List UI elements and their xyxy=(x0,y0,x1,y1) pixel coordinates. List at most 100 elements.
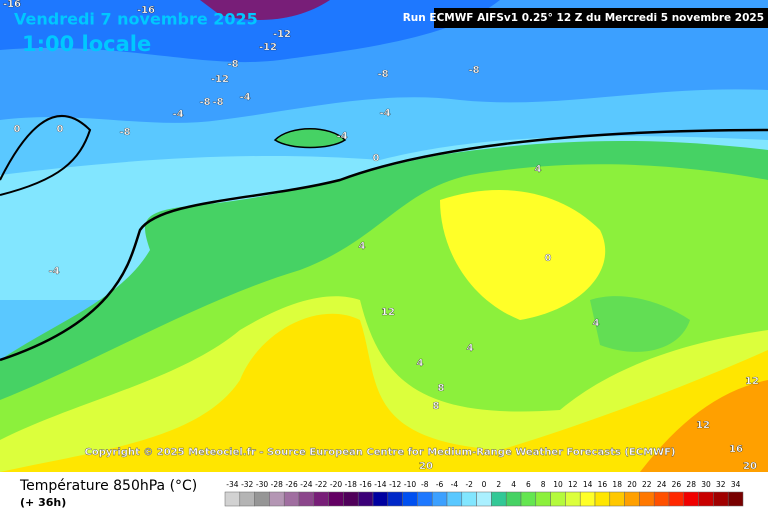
legend-tick-label: 32 xyxy=(716,480,726,489)
legend-tick-label: -32 xyxy=(241,480,253,489)
legend-tick-label: 6 xyxy=(526,480,531,489)
legend-swatch xyxy=(668,491,685,507)
legend-swatch xyxy=(402,491,418,507)
legend-tick-label: -24 xyxy=(300,480,312,489)
legend-swatch xyxy=(431,491,448,507)
legend-tick-label: -18 xyxy=(345,480,357,489)
run-box xyxy=(434,8,768,28)
copyright: Copyright © 2025 Meteociel.fr - Source E… xyxy=(85,447,676,458)
legend-swatch xyxy=(727,491,744,507)
contour-label: 4 xyxy=(593,318,600,329)
iceland xyxy=(273,128,347,149)
contour-label: -4 xyxy=(172,109,183,120)
contour-label: 0 xyxy=(14,124,21,135)
legend-swatch xyxy=(476,491,492,507)
contour-label: 8 xyxy=(438,383,445,394)
contour-label: 4 xyxy=(417,358,424,369)
legend-swatch xyxy=(609,491,625,507)
map xyxy=(0,0,768,472)
legend-swatch xyxy=(505,491,522,507)
contour-label: 12 xyxy=(745,376,759,387)
legend-tick-label: 28 xyxy=(686,480,696,489)
legend-tick-label: -26 xyxy=(285,480,297,489)
legend-swatch xyxy=(491,491,507,507)
legend-swatch xyxy=(283,491,300,507)
legend-tick-label: -16 xyxy=(359,480,371,489)
contour-label: -4 xyxy=(336,131,347,142)
zero-contour xyxy=(0,114,92,196)
legend-tick-label: -22 xyxy=(315,480,327,489)
colder-region xyxy=(0,0,500,63)
legend-tick-label: -14 xyxy=(374,480,386,489)
legend-tick-label: 24 xyxy=(657,480,667,489)
warm-core xyxy=(440,190,606,320)
contour-label: -8 xyxy=(377,69,388,80)
legend-swatch xyxy=(313,491,329,507)
legend-swatch xyxy=(343,491,359,507)
contour-label: -12 xyxy=(259,42,277,53)
legend-swatch xyxy=(579,491,596,507)
legend-tick-label: 2 xyxy=(496,480,501,489)
legend-swatch xyxy=(639,491,655,507)
contour-label: 20 xyxy=(419,461,433,472)
legend-swatch xyxy=(698,491,714,507)
legend-swatch xyxy=(683,491,699,507)
contour-label: 0 xyxy=(373,153,380,164)
legend-swatch xyxy=(624,491,640,507)
legend-tick-label: 30 xyxy=(701,480,711,489)
legend-tick-label: 14 xyxy=(583,480,593,489)
legend-tick-label: -8 xyxy=(421,480,429,489)
contour-label: 4 xyxy=(359,241,366,252)
contour-label: 0 xyxy=(545,253,552,264)
contour-label: -16 xyxy=(3,0,21,10)
legend-swatch xyxy=(653,491,670,507)
legend-swatch xyxy=(239,491,255,507)
contour-label: 8 xyxy=(433,401,440,412)
legend-swatch xyxy=(269,491,285,507)
legend-tick-label: -28 xyxy=(271,480,283,489)
legend-tick-label: 4 xyxy=(511,480,516,489)
legend-swatch xyxy=(298,491,315,507)
contour-label: -12 xyxy=(273,29,291,40)
contour-label: -8 xyxy=(468,65,479,76)
contour-label: 20 xyxy=(743,461,757,472)
legend-swatch xyxy=(357,491,374,507)
legend-tick-label: 20 xyxy=(627,480,637,489)
contour-labels: -16-16-12-12-8-12 -8-4-8-8-4-80 0-8-4-40-4… xyxy=(3,0,759,472)
legend-swatch xyxy=(224,491,241,507)
legend-tick-label: -6 xyxy=(436,480,444,489)
contour-label: -16 xyxy=(137,5,155,16)
contour-label: -4 xyxy=(239,92,250,103)
legend-swatch xyxy=(713,491,729,507)
run-info: Run ECMWF AIFSv1 0.25° 12 Z du Mercredi … xyxy=(403,12,764,24)
contour-label: -8 xyxy=(119,127,130,138)
coldest-region xyxy=(200,0,330,20)
contour-label: 4 xyxy=(535,164,542,175)
zero-contour xyxy=(0,128,768,362)
legend-swatch xyxy=(550,491,566,507)
legend-swatch xyxy=(461,491,477,507)
legend-swatch xyxy=(328,491,344,507)
legend-tick-label: -12 xyxy=(389,480,401,489)
legend-swatch xyxy=(387,491,403,507)
legend-tick-label: 26 xyxy=(672,480,682,489)
legend-swatch xyxy=(254,491,270,507)
contour-label: 12 xyxy=(696,420,710,431)
legend-tick-label: -20 xyxy=(330,480,342,489)
legend-swatch xyxy=(446,491,463,507)
contour-label: 4 xyxy=(467,343,474,354)
colorbar: -34 -32 -30 -28 -26 -24 -22 -20 -18 -16 -14 -12 -10-… xyxy=(224,480,744,507)
legend-swatch xyxy=(520,491,537,507)
contour-label: -8 xyxy=(227,59,238,70)
legend-title: Température 850hPa (°C) xyxy=(19,478,197,494)
legend-tick-label: 18 xyxy=(612,480,622,489)
hottest-region xyxy=(640,380,768,472)
contour-label: -8 xyxy=(199,97,210,108)
contour-label: -8 xyxy=(212,97,223,108)
legend-tick-label: 10 xyxy=(553,480,563,489)
contour-label: -4 xyxy=(379,108,390,119)
legend-tick-label: 12 xyxy=(568,480,578,489)
legend-tick-label: 34 xyxy=(731,480,741,489)
legend-swatch xyxy=(535,491,551,507)
